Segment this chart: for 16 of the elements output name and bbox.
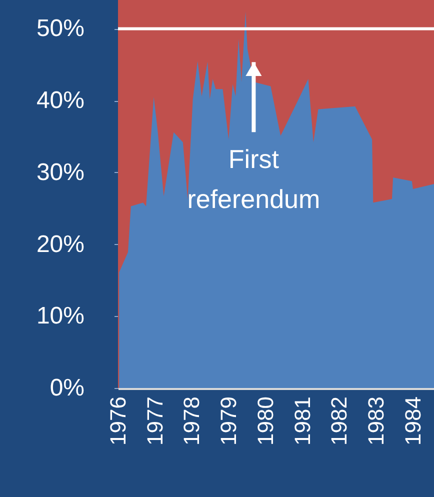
x-tick-label: 1983: [364, 396, 389, 446]
x-tick-label: 1984: [400, 396, 426, 446]
y-tick-label: 20%: [36, 230, 84, 258]
x-tick-label: 1982: [326, 396, 352, 446]
y-tick-label: 30%: [36, 158, 84, 186]
annotation: First referendum: [187, 144, 320, 214]
x-tick-label: 1977: [142, 396, 168, 446]
x-tick-label: 1976: [106, 396, 130, 446]
x-tick-label: 1980: [252, 396, 278, 446]
x-tick-label: 1978: [179, 396, 204, 446]
y-tick-label: 10%: [36, 302, 84, 330]
y-tick-label: 40%: [36, 87, 84, 114]
x-tick-label: 1981: [290, 396, 315, 446]
y-tick-label: 50%: [36, 15, 84, 42]
y-tick-label: 0%: [50, 374, 84, 402]
x-tick-label: 1979: [216, 396, 242, 446]
